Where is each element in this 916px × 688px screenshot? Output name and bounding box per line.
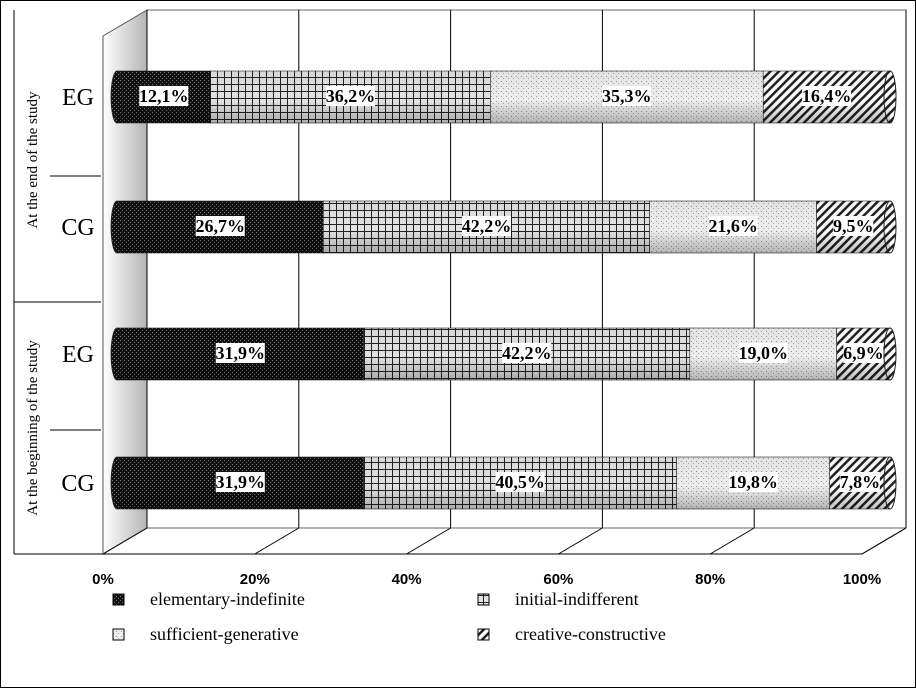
bar-right-cap <box>884 201 896 253</box>
legend-label: initial-indifferent <box>515 589 639 609</box>
floor-gridline <box>862 528 906 554</box>
data-label: 19,8% <box>728 472 778 492</box>
data-label: 31,9% <box>216 472 266 492</box>
bar-right-cap <box>884 457 896 509</box>
x-tick-label: 80% <box>695 571 725 588</box>
data-label: 12,1% <box>139 86 189 106</box>
x-tick-label: 20% <box>240 571 270 588</box>
floor-gridline <box>407 528 451 554</box>
data-label: 26,7% <box>195 216 245 236</box>
data-label: 42,2% <box>462 216 512 236</box>
floor-gridline <box>255 528 299 554</box>
bar-left-cap <box>111 457 123 509</box>
data-label: 42,2% <box>502 343 552 363</box>
bar-left-cap <box>111 328 123 380</box>
x-tick-label: 100% <box>843 571 881 588</box>
data-label: 21,6% <box>708 216 758 236</box>
legend-swatch <box>478 629 489 640</box>
data-label: 6,9% <box>843 343 884 363</box>
data-label: 40,5% <box>495 472 545 492</box>
legend-swatch <box>113 629 124 640</box>
bar-left-cap <box>111 201 123 253</box>
bar-right-cap <box>884 328 896 380</box>
floor-gridline <box>558 528 602 554</box>
legend-label: sufficient-generative <box>150 624 299 644</box>
group-label: At the end of the study <box>25 91 41 229</box>
data-label: 31,9% <box>216 343 266 363</box>
data-label: 7,8% <box>840 472 881 492</box>
x-tick-label: 0% <box>92 571 114 588</box>
x-tick-label: 40% <box>392 571 422 588</box>
legend-label: creative-constructive <box>515 624 666 644</box>
legend-swatch <box>478 594 489 605</box>
group-label: At the beginning of the study <box>25 340 41 516</box>
x-tick-label: 60% <box>543 571 573 588</box>
floor-gridline <box>710 528 754 554</box>
category-label: CG <box>61 471 94 497</box>
data-label: 35,3% <box>602 86 652 106</box>
bar-left-cap <box>111 71 123 123</box>
data-label: 19,0% <box>738 343 788 363</box>
data-label: 36,2% <box>326 86 376 106</box>
category-label: EG <box>62 342 94 368</box>
legend-label: elementary-indefinite <box>150 589 305 609</box>
legend-swatch <box>113 594 124 605</box>
data-label: 9,5% <box>833 216 874 236</box>
data-label: 16,4% <box>802 86 852 106</box>
category-label: CG <box>61 215 94 241</box>
category-label: EG <box>62 85 94 111</box>
bar-right-cap <box>884 71 896 123</box>
